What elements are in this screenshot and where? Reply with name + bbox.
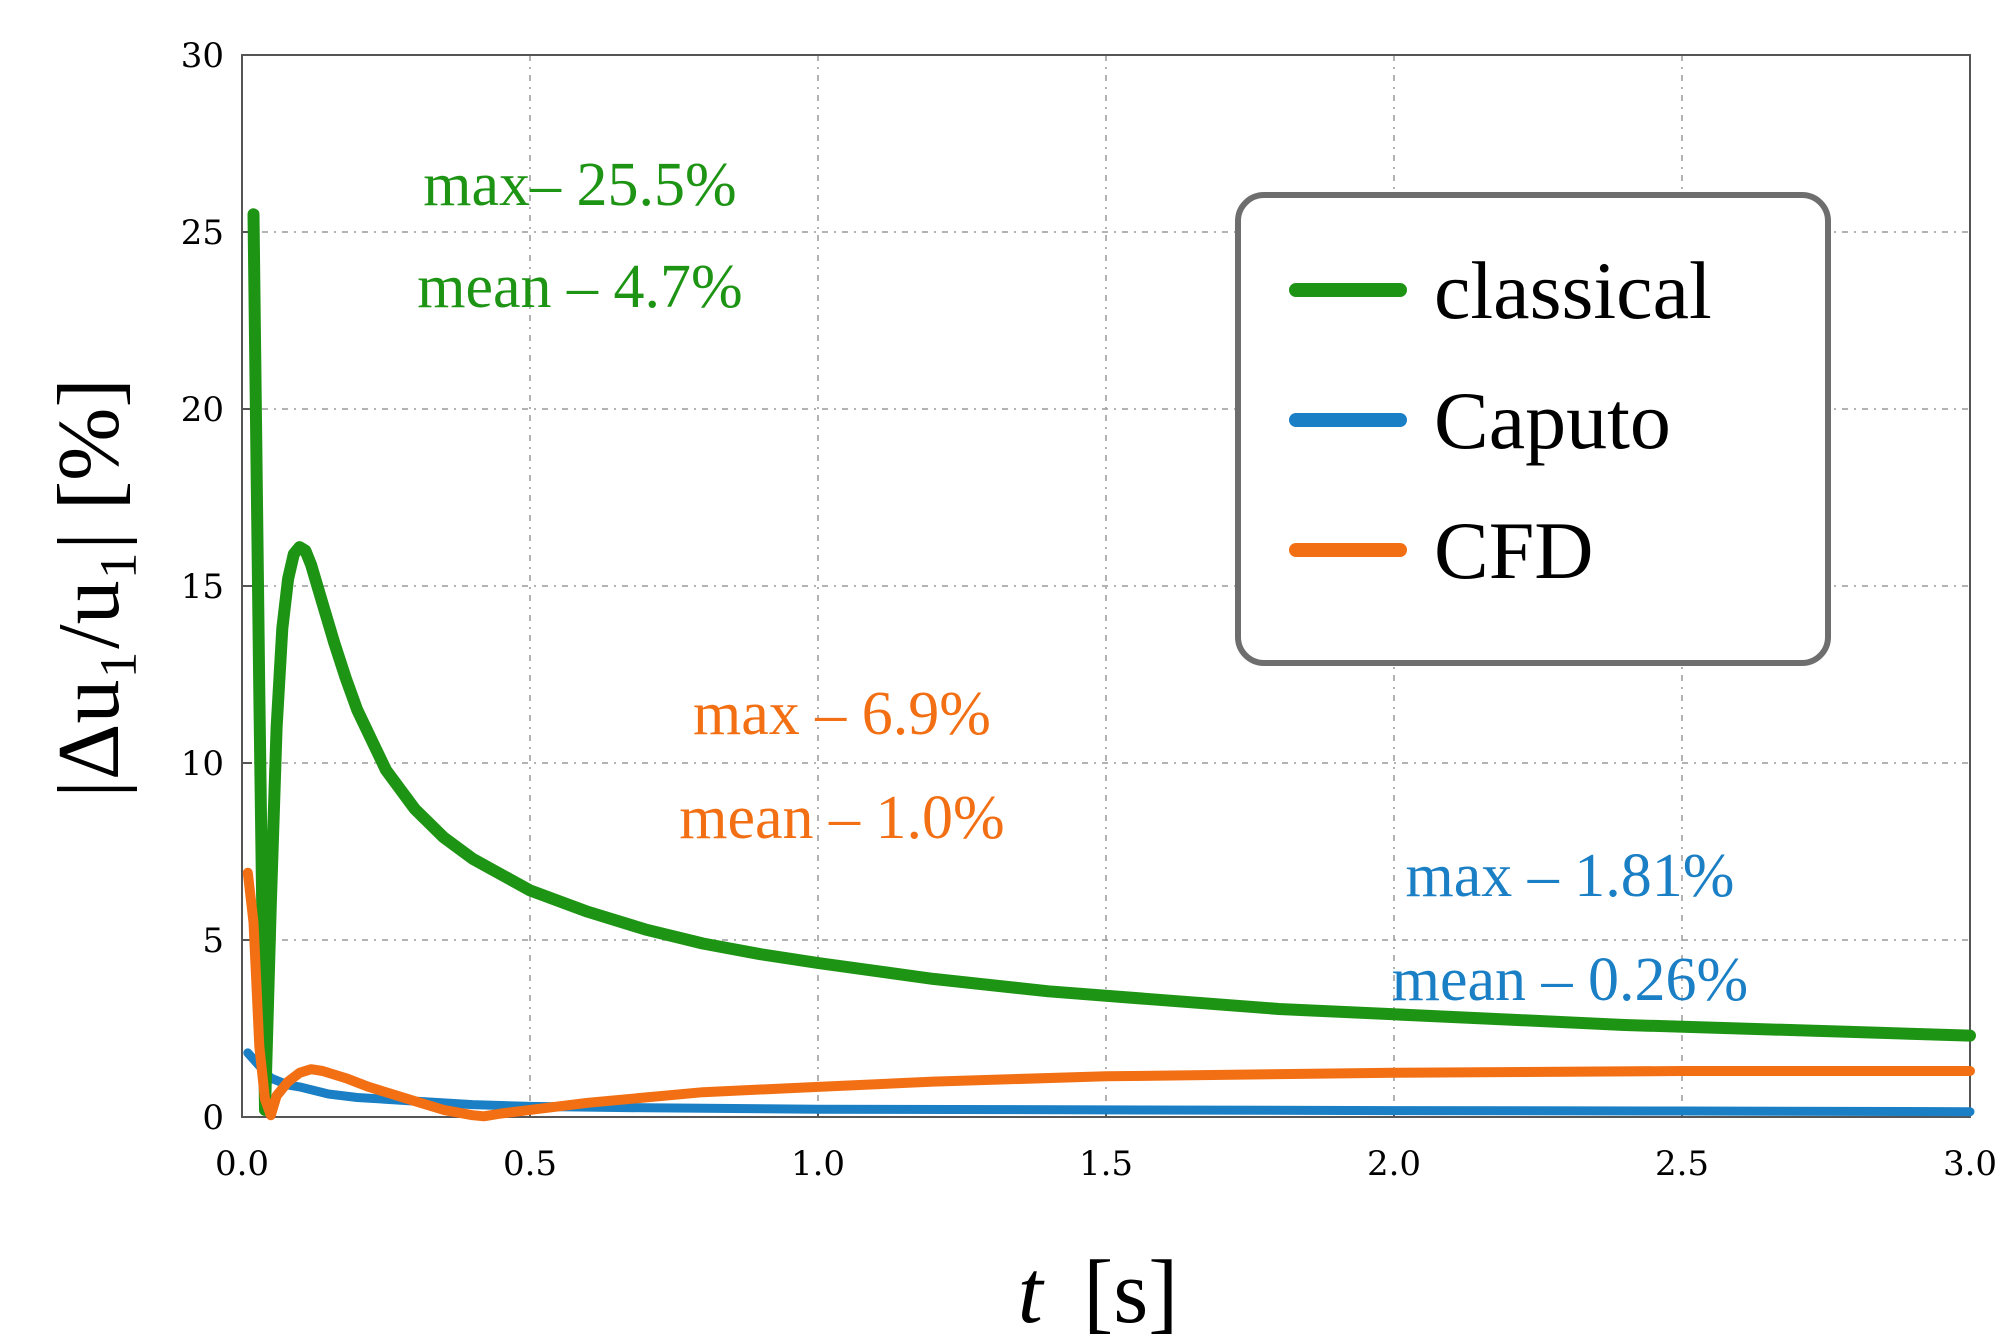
y-tick-label: 25 bbox=[181, 213, 224, 253]
x-axis-unit: [s] bbox=[1083, 1243, 1178, 1342]
x-tick-label: 2.5 bbox=[1655, 1144, 1709, 1184]
annotations: max– 25.5% mean – 4.7% max – 6.9% mean – 1.… bbox=[417, 151, 1748, 1014]
x-tick-label: 1.5 bbox=[1079, 1144, 1133, 1184]
x-tick-label: 3.0 bbox=[1943, 1144, 1997, 1184]
annotation-cfd-mean: mean – 1.0% bbox=[679, 784, 1004, 852]
x-tick-label: 0.5 bbox=[503, 1144, 557, 1184]
y-tick-label: 10 bbox=[181, 744, 224, 784]
y-tick-label: 20 bbox=[181, 390, 224, 430]
annotation-cfd-max: max – 6.9% bbox=[693, 680, 991, 748]
annotation-caputo-max: max – 1.81% bbox=[1406, 842, 1735, 910]
x-tick-label: 0.0 bbox=[215, 1144, 269, 1184]
legend-label-cfd: CFD bbox=[1434, 505, 1594, 596]
x-tick-label: 2.0 bbox=[1367, 1144, 1421, 1184]
annotation-classical-mean: mean – 4.7% bbox=[417, 253, 742, 321]
y-tick-label: 15 bbox=[181, 567, 224, 607]
x-axis-title: t [s] bbox=[1018, 1243, 1178, 1342]
annotation-caputo-mean: mean – 0.26% bbox=[1392, 946, 1748, 1014]
y-tick-label: 5 bbox=[202, 921, 224, 961]
y-tick-label: 30 bbox=[181, 36, 224, 76]
annotation-classical-max: max– 25.5% bbox=[423, 151, 736, 219]
x-axis-ticks: 0.0 0.5 1.0 1.5 2.0 2.5 3.0 bbox=[215, 1107, 1997, 1184]
x-tick-label: 1.0 bbox=[791, 1144, 845, 1184]
legend: classical Caputo CFD bbox=[1235, 192, 1831, 666]
y-tick-label: 0 bbox=[202, 1098, 224, 1138]
x-axis-variable: t bbox=[1018, 1243, 1045, 1342]
legend-label-caputo: Caputo bbox=[1434, 375, 1671, 466]
series-line-classical bbox=[247, 208, 1976, 1116]
y-axis-ticks: 0 5 10 15 20 25 30 bbox=[181, 36, 252, 1138]
y-axis-title: |Δu₁/u₁| [%] bbox=[41, 378, 138, 798]
legend-label-classical: classical bbox=[1434, 245, 1712, 336]
series-line-caputo bbox=[243, 1048, 1975, 1117]
series-line-cfd bbox=[242, 867, 1975, 1122]
series-layer bbox=[242, 208, 1976, 1122]
legend-items: classical Caputo CFD bbox=[1289, 245, 1712, 596]
